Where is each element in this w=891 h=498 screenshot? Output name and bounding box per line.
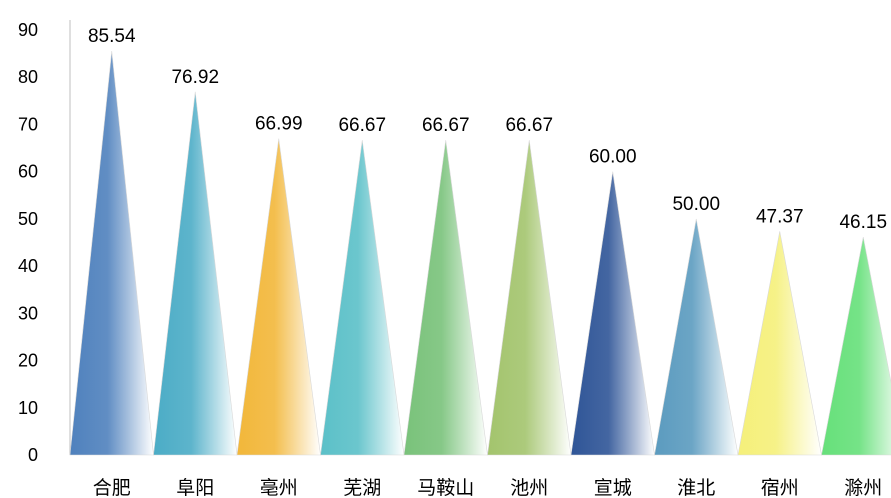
category-label: 宣城 — [594, 477, 632, 498]
data-labels: 85.54 76.92 66.99 66.67 66.67 66.67 60.00 50.00… — [88, 26, 887, 233]
category-label: 宿州 — [761, 477, 799, 498]
y-tick-label: 60 — [18, 162, 38, 182]
bar-triangle — [821, 237, 891, 456]
category-label: 池州 — [510, 477, 548, 498]
bars — [69, 51, 891, 456]
data-label: 47.37 — [756, 206, 804, 227]
y-tick-label: 90 — [18, 20, 38, 40]
category-label: 合肥 — [93, 477, 131, 498]
category-label: 亳州 — [260, 477, 298, 498]
bar-triangle — [153, 91, 238, 456]
y-tick-label: 0 — [28, 445, 38, 465]
data-label: 66.67 — [338, 115, 386, 136]
bar-triangle — [320, 140, 405, 456]
data-label: 46.15 — [839, 212, 887, 233]
data-label: 66.67 — [422, 115, 470, 136]
category-label: 芜湖 — [343, 477, 381, 498]
bar-triangle — [487, 140, 572, 456]
y-tick-label: 10 — [18, 398, 38, 418]
bar-triangle — [69, 51, 154, 456]
data-label: 66.99 — [255, 114, 303, 135]
category-label: 淮北 — [677, 477, 715, 498]
data-label: 76.92 — [171, 67, 219, 88]
category-label: 阜阳 — [176, 477, 214, 498]
y-tick-label: 20 — [18, 351, 38, 371]
y-axis-ticks: 0 10 20 30 40 50 60 70 80 90 — [18, 20, 38, 465]
y-tick-label: 30 — [18, 303, 38, 323]
category-label: 滁州 — [844, 477, 882, 498]
bar-triangle — [403, 140, 488, 456]
data-label: 50.00 — [672, 194, 720, 215]
category-label: 马鞍山 — [417, 477, 474, 498]
y-tick-label: 80 — [18, 67, 38, 87]
y-tick-label: 40 — [18, 256, 38, 276]
bar-triangle — [236, 138, 321, 456]
y-tick-label: 70 — [18, 114, 38, 134]
data-label: 85.54 — [88, 26, 136, 47]
data-label: 60.00 — [589, 147, 637, 168]
y-tick-label: 50 — [18, 209, 38, 229]
bar-triangle — [570, 171, 655, 456]
category-labels: 合肥 阜阳 亳州 芜湖 马鞍山 池州 宣城 淮北 宿州 滁州 — [93, 477, 883, 498]
data-label: 66.67 — [505, 115, 553, 136]
bar-triangle — [737, 231, 822, 456]
bar-triangle — [654, 218, 739, 456]
